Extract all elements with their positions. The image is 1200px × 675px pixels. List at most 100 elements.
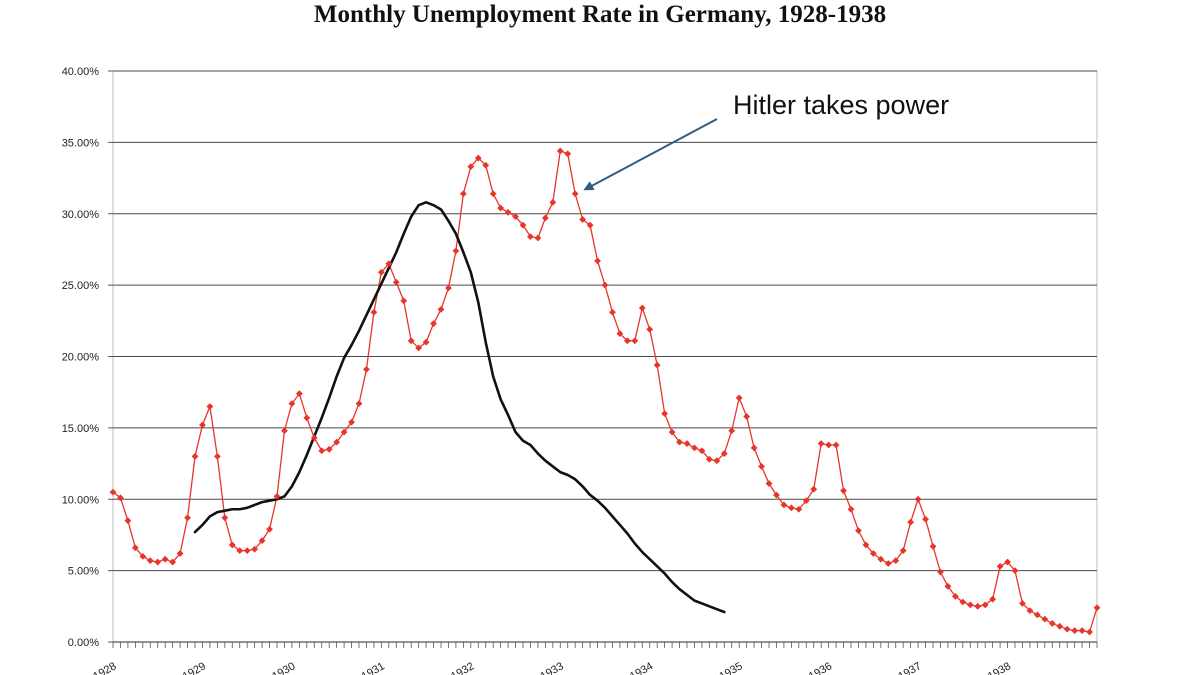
data-point xyxy=(832,441,840,449)
data-point xyxy=(631,337,639,345)
data-point xyxy=(370,308,378,316)
data-point xyxy=(750,444,758,452)
data-point xyxy=(154,558,162,566)
data-point xyxy=(1093,604,1101,612)
data-point xyxy=(184,514,191,522)
data-point xyxy=(295,390,303,398)
y-tick-label: 25.00% xyxy=(62,280,100,292)
data-point xyxy=(325,445,333,453)
annotation-layer: Hitler takes power xyxy=(583,90,949,191)
data-point xyxy=(616,330,624,338)
data-point xyxy=(1019,600,1026,607)
data-point xyxy=(609,308,616,316)
data-point xyxy=(825,441,833,449)
data-point xyxy=(124,517,132,525)
data-point xyxy=(1004,558,1011,566)
data-point xyxy=(907,518,915,526)
data-point xyxy=(236,547,244,555)
data-point xyxy=(385,260,393,268)
data-point xyxy=(281,427,288,435)
data-point xyxy=(422,338,430,346)
x-tick-label: 1929 xyxy=(181,660,208,675)
data-point xyxy=(1078,627,1086,634)
data-point xyxy=(467,163,475,171)
data-point xyxy=(430,320,437,328)
data-point xyxy=(549,198,557,206)
data-point xyxy=(392,278,400,286)
data-point xyxy=(318,447,326,455)
data-point xyxy=(519,221,527,229)
y-tick-label: 15.00% xyxy=(62,423,100,435)
x-tick-label: 1931 xyxy=(360,660,387,675)
data-point xyxy=(146,557,154,565)
data-point xyxy=(951,592,959,600)
data-point xyxy=(1026,607,1034,614)
data-point xyxy=(243,547,251,555)
data-point xyxy=(445,284,452,292)
data-point xyxy=(452,247,460,255)
data-point xyxy=(482,161,490,169)
annotation-label: Hitler takes power xyxy=(733,90,949,120)
data-point xyxy=(310,434,318,442)
data-point xyxy=(1063,625,1071,633)
data-point xyxy=(288,400,296,408)
data-point xyxy=(780,501,788,509)
data-point xyxy=(817,440,825,447)
data-point xyxy=(720,450,728,457)
data-point xyxy=(139,552,147,560)
data-point xyxy=(944,582,952,590)
data-point xyxy=(899,547,907,555)
data-point xyxy=(638,304,646,312)
data-point xyxy=(1056,622,1064,630)
data-point xyxy=(1011,567,1019,575)
x-tick-label: 1937 xyxy=(896,660,923,675)
y-tick-label: 40.00% xyxy=(62,66,100,78)
x-tick-label: 1930 xyxy=(270,660,297,675)
data-point xyxy=(869,550,877,557)
data-point xyxy=(176,550,184,557)
y-tick-label: 35.00% xyxy=(62,137,100,149)
data-point xyxy=(504,208,512,216)
data-point xyxy=(191,453,199,460)
data-point xyxy=(437,305,445,313)
data-point xyxy=(459,190,467,198)
data-point xyxy=(109,488,117,496)
data-point xyxy=(1086,628,1093,636)
data-point xyxy=(691,444,698,452)
data-point xyxy=(974,602,982,610)
data-point xyxy=(862,541,870,549)
data-point xyxy=(959,598,967,606)
data-point xyxy=(1048,620,1056,627)
data-point xyxy=(117,494,124,502)
data-point xyxy=(228,541,236,549)
data-point xyxy=(623,337,631,345)
series-line-trend xyxy=(193,201,726,614)
data-point xyxy=(601,281,609,289)
y-tick-label: 0.00% xyxy=(68,637,99,649)
x-tick-label: 1933 xyxy=(539,660,566,675)
data-point xyxy=(668,428,676,436)
data-point xyxy=(415,344,423,352)
data-point xyxy=(497,204,505,212)
data-point xyxy=(713,457,721,465)
data-point xyxy=(527,233,534,240)
data-point xyxy=(199,421,206,429)
data-point xyxy=(787,504,795,512)
data-point xyxy=(579,216,587,223)
data-point xyxy=(407,337,415,345)
annotation-arrow xyxy=(583,118,718,191)
data-point xyxy=(929,542,937,550)
y-tick-label: 10.00% xyxy=(62,494,100,506)
data-point xyxy=(594,257,601,265)
data-point xyxy=(661,410,669,417)
data-point xyxy=(743,413,751,420)
y-tick-label: 30.00% xyxy=(62,209,100,221)
data-point xyxy=(773,491,780,499)
data-point xyxy=(810,485,818,493)
data-point xyxy=(1033,611,1041,619)
data-point xyxy=(534,234,542,242)
data-point xyxy=(877,555,885,563)
chart-title: Monthly Unemployment Rate in Germany, 19… xyxy=(313,1,887,28)
data-point xyxy=(564,150,572,158)
